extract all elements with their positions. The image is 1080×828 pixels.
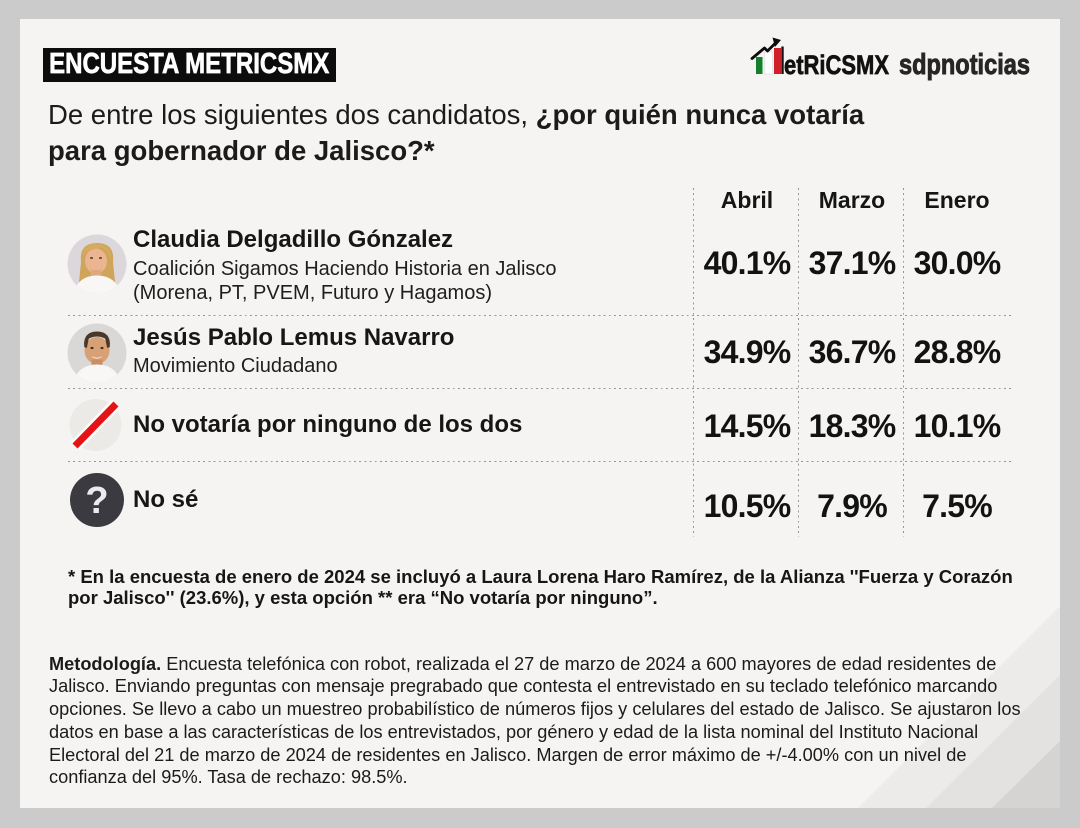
svg-text:sdpnoticias: sdpnoticias (899, 49, 1030, 81)
svg-text:?: ? (85, 480, 108, 522)
svg-text:etRiCSMX: etRiCSMX (784, 50, 889, 80)
